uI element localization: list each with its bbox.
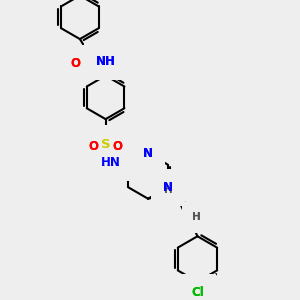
Text: S: S [101, 138, 110, 151]
Text: O: O [70, 57, 80, 70]
Text: S: S [101, 138, 110, 151]
Text: H: H [164, 185, 173, 195]
Text: O: O [112, 140, 122, 153]
Text: H: H [164, 185, 173, 195]
Text: NH: NH [96, 55, 116, 68]
Text: O: O [70, 57, 80, 70]
Text: Cl: Cl [191, 286, 204, 299]
Text: H: H [192, 212, 201, 223]
Text: HN: HN [100, 156, 121, 169]
Text: H: H [192, 212, 201, 223]
Text: N: N [143, 147, 153, 160]
Text: N: N [163, 181, 173, 194]
Text: N: N [163, 181, 173, 194]
Text: N: N [143, 147, 153, 160]
Text: NH: NH [96, 55, 116, 68]
Text: HN: HN [100, 156, 121, 169]
Text: O: O [112, 140, 122, 153]
Text: Cl: Cl [191, 286, 204, 299]
Text: O: O [89, 140, 99, 153]
Text: O: O [89, 140, 99, 153]
